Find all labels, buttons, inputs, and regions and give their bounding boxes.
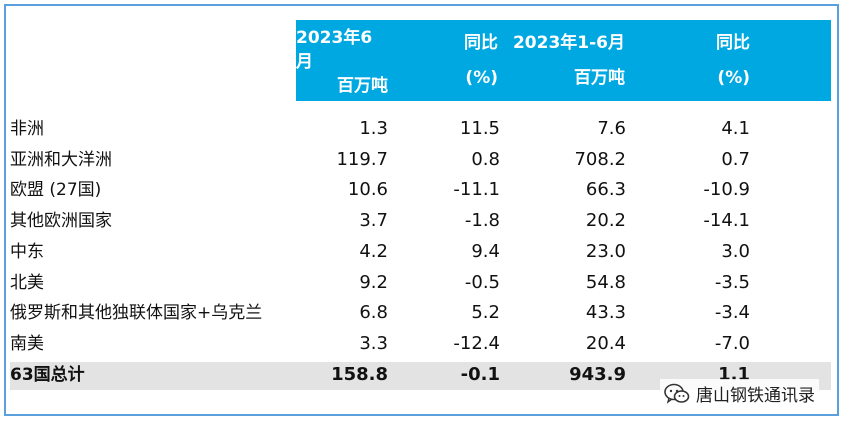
table-row: 北美 9.2 -0.5 54.8 -3.5: [10, 270, 831, 296]
june-yoy-value: -0.5: [464, 272, 500, 293]
h1-yoy-value: -10.9: [703, 179, 750, 200]
header-june-yoy-title: 同比: [464, 33, 498, 54]
june-yoy-value: 11.5: [459, 118, 500, 139]
region-label: 俄罗斯和其他独联体国家+乌克兰: [10, 303, 263, 323]
watermark-text: 唐山钢铁通讯录: [696, 386, 815, 406]
header-june-unit: 百万吨: [337, 76, 388, 96]
header-h1-yoy-title: 同比: [716, 33, 750, 54]
region-label: 北美: [10, 273, 44, 293]
region-label: 非洲: [10, 119, 44, 139]
june-value: 4.2: [359, 241, 388, 262]
header-june: 2023年6月 百万吨: [296, 20, 388, 101]
h1-value: 54.8: [585, 272, 626, 293]
h1-value: 43.3: [585, 302, 626, 323]
h1-yoy-value: 0.7: [721, 149, 750, 170]
h1-value: 943.9: [569, 364, 626, 385]
h1-yoy-value: -3.5: [714, 272, 750, 293]
h1-value: 20.4: [585, 333, 626, 354]
june-value: 158.8: [331, 364, 388, 385]
region-label: 其他欧洲国家: [10, 211, 112, 231]
watermark: 唐山钢铁通讯录: [660, 379, 819, 408]
h1-value: 66.3: [585, 179, 626, 200]
h1-value: 23.0: [585, 241, 626, 262]
table-row: 其他欧洲国家 3.7 -1.8 20.2 -14.1: [10, 208, 831, 234]
table-row: 亚洲和大洋洲 119.7 0.8 708.2 0.7: [10, 147, 831, 173]
region-label: 63国总计: [10, 365, 85, 385]
h1-yoy-value: -3.4: [714, 302, 750, 323]
june-value: 9.2: [359, 272, 388, 293]
june-yoy-value: 5.2: [471, 302, 500, 323]
header-june-yoy: 同比 (%): [388, 20, 498, 101]
june-value: 10.6: [347, 179, 388, 200]
table-row: 南美 3.3 -12.4 20.4 -7.0: [10, 331, 831, 357]
region-label: 南美: [10, 334, 44, 354]
wechat-icon: [664, 383, 690, 405]
june-yoy-value: 0.8: [471, 149, 500, 170]
region-label: 中东: [10, 242, 44, 262]
table-row: 非洲 1.3 11.5 7.6 4.1: [10, 116, 831, 142]
h1-yoy-value: 3.0: [721, 241, 750, 262]
table-header: 2023年6月 百万吨 同比 (%) 2023年1-6月 百万吨 同比 (%): [296, 20, 831, 101]
h1-value: 708.2: [574, 149, 626, 170]
june-yoy-value: 9.4: [471, 241, 500, 262]
june-yoy-value: -12.4: [453, 333, 500, 354]
june-value: 3.7: [359, 210, 388, 231]
header-june-title: 2023年6月: [296, 28, 373, 72]
h1-value: 20.2: [585, 210, 626, 231]
june-yoy-value: -1.8: [464, 210, 500, 231]
june-value: 1.3: [359, 118, 388, 139]
region-label: 亚洲和大洋洲: [10, 150, 112, 170]
header-h1-title: 2023年1-6月: [512, 33, 625, 54]
table-row: 欧盟 (27国) 10.6 -11.1 66.3 -10.9: [10, 177, 831, 203]
header-h1-unit: 百万吨: [574, 67, 625, 88]
june-value: 119.7: [336, 149, 388, 170]
region-label: 欧盟 (27国): [10, 180, 102, 200]
june-yoy-value: -11.1: [453, 179, 500, 200]
header-h1-yoy-unit: (%): [717, 67, 750, 88]
table-row: 中东 4.2 9.4 23.0 3.0: [10, 239, 831, 265]
header-june-yoy-unit: (%): [465, 67, 498, 88]
table-row: 俄罗斯和其他独联体国家+乌克兰 6.8 5.2 43.3 -3.4: [10, 300, 831, 326]
header-h1-yoy: 同比 (%): [625, 20, 750, 101]
header-h1: 2023年1-6月 百万吨: [498, 20, 625, 101]
h1-yoy-value: -7.0: [714, 333, 750, 354]
h1-value: 7.6: [597, 118, 626, 139]
h1-yoy-value: 4.1: [721, 118, 750, 139]
june-yoy-value: -0.1: [460, 364, 500, 385]
h1-yoy-value: -14.1: [703, 210, 750, 231]
june-value: 6.8: [359, 302, 388, 323]
june-value: 3.3: [359, 333, 388, 354]
